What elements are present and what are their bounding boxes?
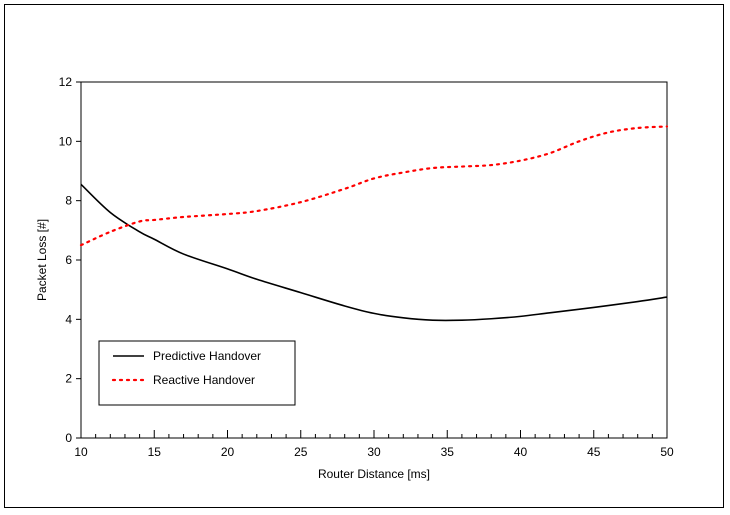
y-tick-label: 4: [65, 312, 72, 326]
y-tick-label: 12: [59, 75, 73, 89]
x-tick-label: 50: [660, 445, 674, 459]
legend-label-predictive: Predictive Handover: [153, 349, 261, 363]
x-tick-label: 35: [441, 445, 455, 459]
x-tick-label: 15: [148, 445, 162, 459]
x-tick-label: 25: [294, 445, 308, 459]
chart-frame: [4, 4, 724, 508]
x-tick-label: 10: [74, 445, 88, 459]
x-tick-label: 45: [587, 445, 601, 459]
x-tick-label: 20: [221, 445, 235, 459]
y-tick-label: 10: [59, 134, 73, 148]
y-tick-label: 8: [65, 194, 72, 208]
y-axis-label: Packet Loss [#]: [35, 219, 49, 301]
legend: Predictive Handover Reactive Handover: [98, 340, 296, 406]
series-line-reactive: [79, 125, 669, 247]
x-tick-label: 40: [514, 445, 528, 459]
series-line-predictive: [80, 183, 668, 322]
y-tick-label: 2: [65, 372, 72, 386]
legend-box: [98, 340, 296, 406]
x-axis-label: Router Distance [ms]: [318, 467, 430, 481]
y-tick-label: 0: [65, 431, 72, 445]
y-tick-label: 6: [65, 253, 72, 267]
x-tick-label: 30: [367, 445, 381, 459]
plot-area: 0 2 4 6 8 10 12 10 15 20 25 30 35 40 45 50: [59, 75, 674, 459]
legend-label-reactive: Reactive Handover: [153, 373, 255, 387]
